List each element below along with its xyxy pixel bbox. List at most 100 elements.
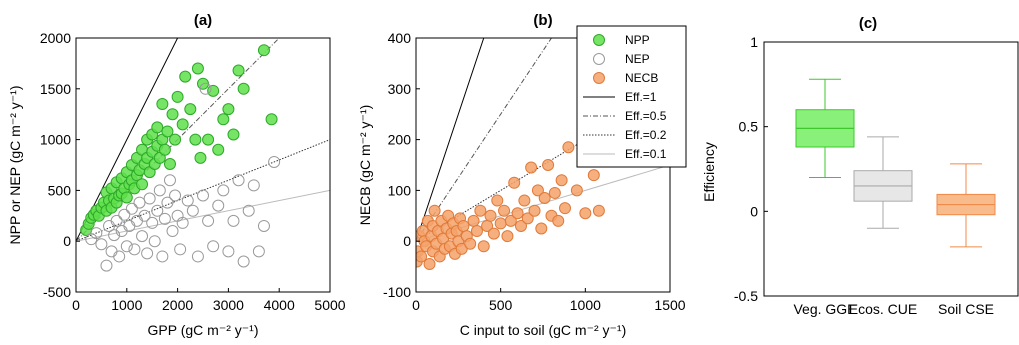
panel-a-point-npp bbox=[158, 143, 171, 156]
panel-a-point-nep bbox=[166, 225, 179, 238]
panel-a-x-tick-label: 2000 bbox=[162, 297, 193, 313]
box-soilcse bbox=[936, 163, 996, 248]
panel-b-point-necb bbox=[562, 141, 575, 154]
panel-a-point-nep bbox=[108, 229, 121, 242]
panel-b-point-necb bbox=[457, 219, 470, 232]
panel-c-boxes bbox=[795, 78, 996, 248]
panel-a-point-nep bbox=[156, 250, 169, 263]
panel-a-point-nep bbox=[113, 250, 126, 263]
panel-b-point-necb bbox=[514, 219, 527, 232]
panel-b-points bbox=[416, 141, 605, 271]
panel-a-point-nep bbox=[151, 204, 164, 217]
panel-b-point-necb bbox=[494, 217, 507, 230]
panel-a-efficiency-lines bbox=[76, 38, 330, 242]
panel-b-point-necb bbox=[474, 204, 487, 217]
panel-b-point-necb bbox=[535, 222, 548, 235]
panel-a-eff-line-0p1 bbox=[76, 189, 330, 242]
panel-a-point-nep bbox=[252, 245, 265, 258]
panel-a-y-label: NPP or NEP (gC m⁻² y⁻¹) bbox=[7, 86, 23, 245]
panel-a-x-label: GPP (gC m⁻² y⁻¹) bbox=[148, 322, 259, 338]
panel-a-point-nep bbox=[242, 204, 255, 217]
panel-a-point-nep bbox=[232, 174, 245, 187]
panel-a-point-nep bbox=[257, 219, 270, 232]
panel-c-label: (c) bbox=[859, 15, 877, 32]
panel-b-point-necb bbox=[559, 202, 572, 215]
panel-b-x-tick-label: 1000 bbox=[570, 297, 601, 313]
panel-b-y-tick-label: 400 bbox=[388, 30, 412, 46]
panel-b-point-necb bbox=[592, 204, 605, 217]
panel-a-point-npp bbox=[222, 103, 235, 116]
panel-b-point-necb bbox=[484, 209, 497, 222]
panel-a-point-nep bbox=[153, 184, 166, 197]
panel-a-point-nep bbox=[100, 259, 113, 272]
legend-marker-nep bbox=[593, 53, 605, 65]
panel-a-point-nep bbox=[207, 240, 220, 253]
panel-a-point-nep bbox=[202, 214, 215, 227]
panel-a-point-nep bbox=[138, 209, 151, 222]
panel-b-y-label: NECB (gC m⁻² y⁻¹) bbox=[357, 105, 373, 226]
panel-b-point-necb bbox=[508, 176, 521, 189]
legend-label: Eff.=0.2 bbox=[625, 128, 667, 142]
legend-marker-npp bbox=[593, 34, 605, 46]
panel-a-point-nep bbox=[128, 243, 141, 256]
panel-a-point-nep bbox=[176, 216, 189, 229]
panel-a-point-nep bbox=[171, 209, 184, 222]
panel-c-y-tick-label: 0 bbox=[750, 203, 758, 219]
panel-a-point-nep bbox=[141, 247, 154, 260]
panel-a-point-npp bbox=[191, 62, 204, 75]
panel-b-point-necb bbox=[423, 258, 436, 271]
panel-b-eff-line-1 bbox=[416, 38, 485, 242]
panel-a-point-nep bbox=[174, 243, 187, 256]
panel-a-point-npp bbox=[202, 133, 215, 146]
panel-b-point-necb bbox=[579, 207, 592, 220]
panel-a-point-nep bbox=[197, 189, 209, 202]
panel-a-y-tick-label: 500 bbox=[48, 182, 72, 198]
panel-a-point-nep bbox=[163, 174, 176, 187]
legend-marker-necb bbox=[593, 72, 605, 84]
panel-b-point-necb bbox=[470, 225, 483, 238]
box-veggge bbox=[795, 78, 855, 178]
panel-a-y-tick-label: 0 bbox=[63, 233, 71, 249]
panel-a-point-npp bbox=[257, 44, 270, 57]
panel-a-point-npp bbox=[120, 191, 133, 204]
panel-a-point-nep bbox=[136, 230, 149, 243]
panel-b-y-tick-label: 200 bbox=[388, 132, 412, 148]
panel-a-point-npp bbox=[176, 118, 189, 131]
panel-b-point-necb bbox=[487, 227, 500, 240]
panel-a-label: (a) bbox=[194, 12, 212, 29]
panel-a-points bbox=[80, 44, 281, 272]
panel-c-axes-frame bbox=[763, 41, 1019, 297]
panel-a-point-nep bbox=[148, 235, 161, 248]
panel-a-point-npp bbox=[156, 98, 169, 111]
panel-b-x-ticks: 0 500 1000 1500 bbox=[412, 288, 686, 313]
legend-label: NPP bbox=[625, 33, 650, 47]
panel-b-x-tick-label: 1500 bbox=[654, 297, 685, 313]
panel-a-point-npp bbox=[151, 121, 164, 134]
panel-c-y-tick-label: 1 bbox=[750, 34, 758, 50]
panel-a-point-npp bbox=[212, 143, 225, 156]
panel-b-point-necb bbox=[555, 174, 568, 187]
panel-b-point-necb bbox=[464, 237, 477, 250]
panel-b-point-necb bbox=[511, 207, 524, 220]
panel-b-point-necb bbox=[416, 250, 428, 263]
panel-a-point-npp bbox=[166, 108, 179, 121]
panel-a-x-tick-label: 4000 bbox=[264, 297, 295, 313]
panel-b-point-necb bbox=[477, 240, 490, 253]
panel-a-point-nep bbox=[161, 196, 174, 209]
panel-b-point-necb bbox=[552, 214, 565, 227]
legend-label: NEP bbox=[625, 52, 650, 66]
panel-a-y-tick-label: -500 bbox=[43, 284, 71, 300]
panel-a-point-nep bbox=[199, 82, 212, 95]
panel-a-x-tick-label: 0 bbox=[72, 297, 80, 313]
panel-a-x-tick-label: 1000 bbox=[111, 297, 142, 313]
panel-b-point-necb bbox=[528, 204, 541, 217]
panel-a-point-npp bbox=[207, 84, 220, 97]
panel-a-y-tick-label: 1500 bbox=[40, 81, 71, 97]
panel-a-point-nep bbox=[186, 204, 199, 217]
panel-c-y-label: Efficiency bbox=[701, 142, 717, 202]
panel-a-eff-line-0p2 bbox=[76, 139, 330, 242]
panel-b-x-tick-label: 0 bbox=[412, 297, 420, 313]
panel-b-y-tick-label: 300 bbox=[388, 81, 412, 97]
